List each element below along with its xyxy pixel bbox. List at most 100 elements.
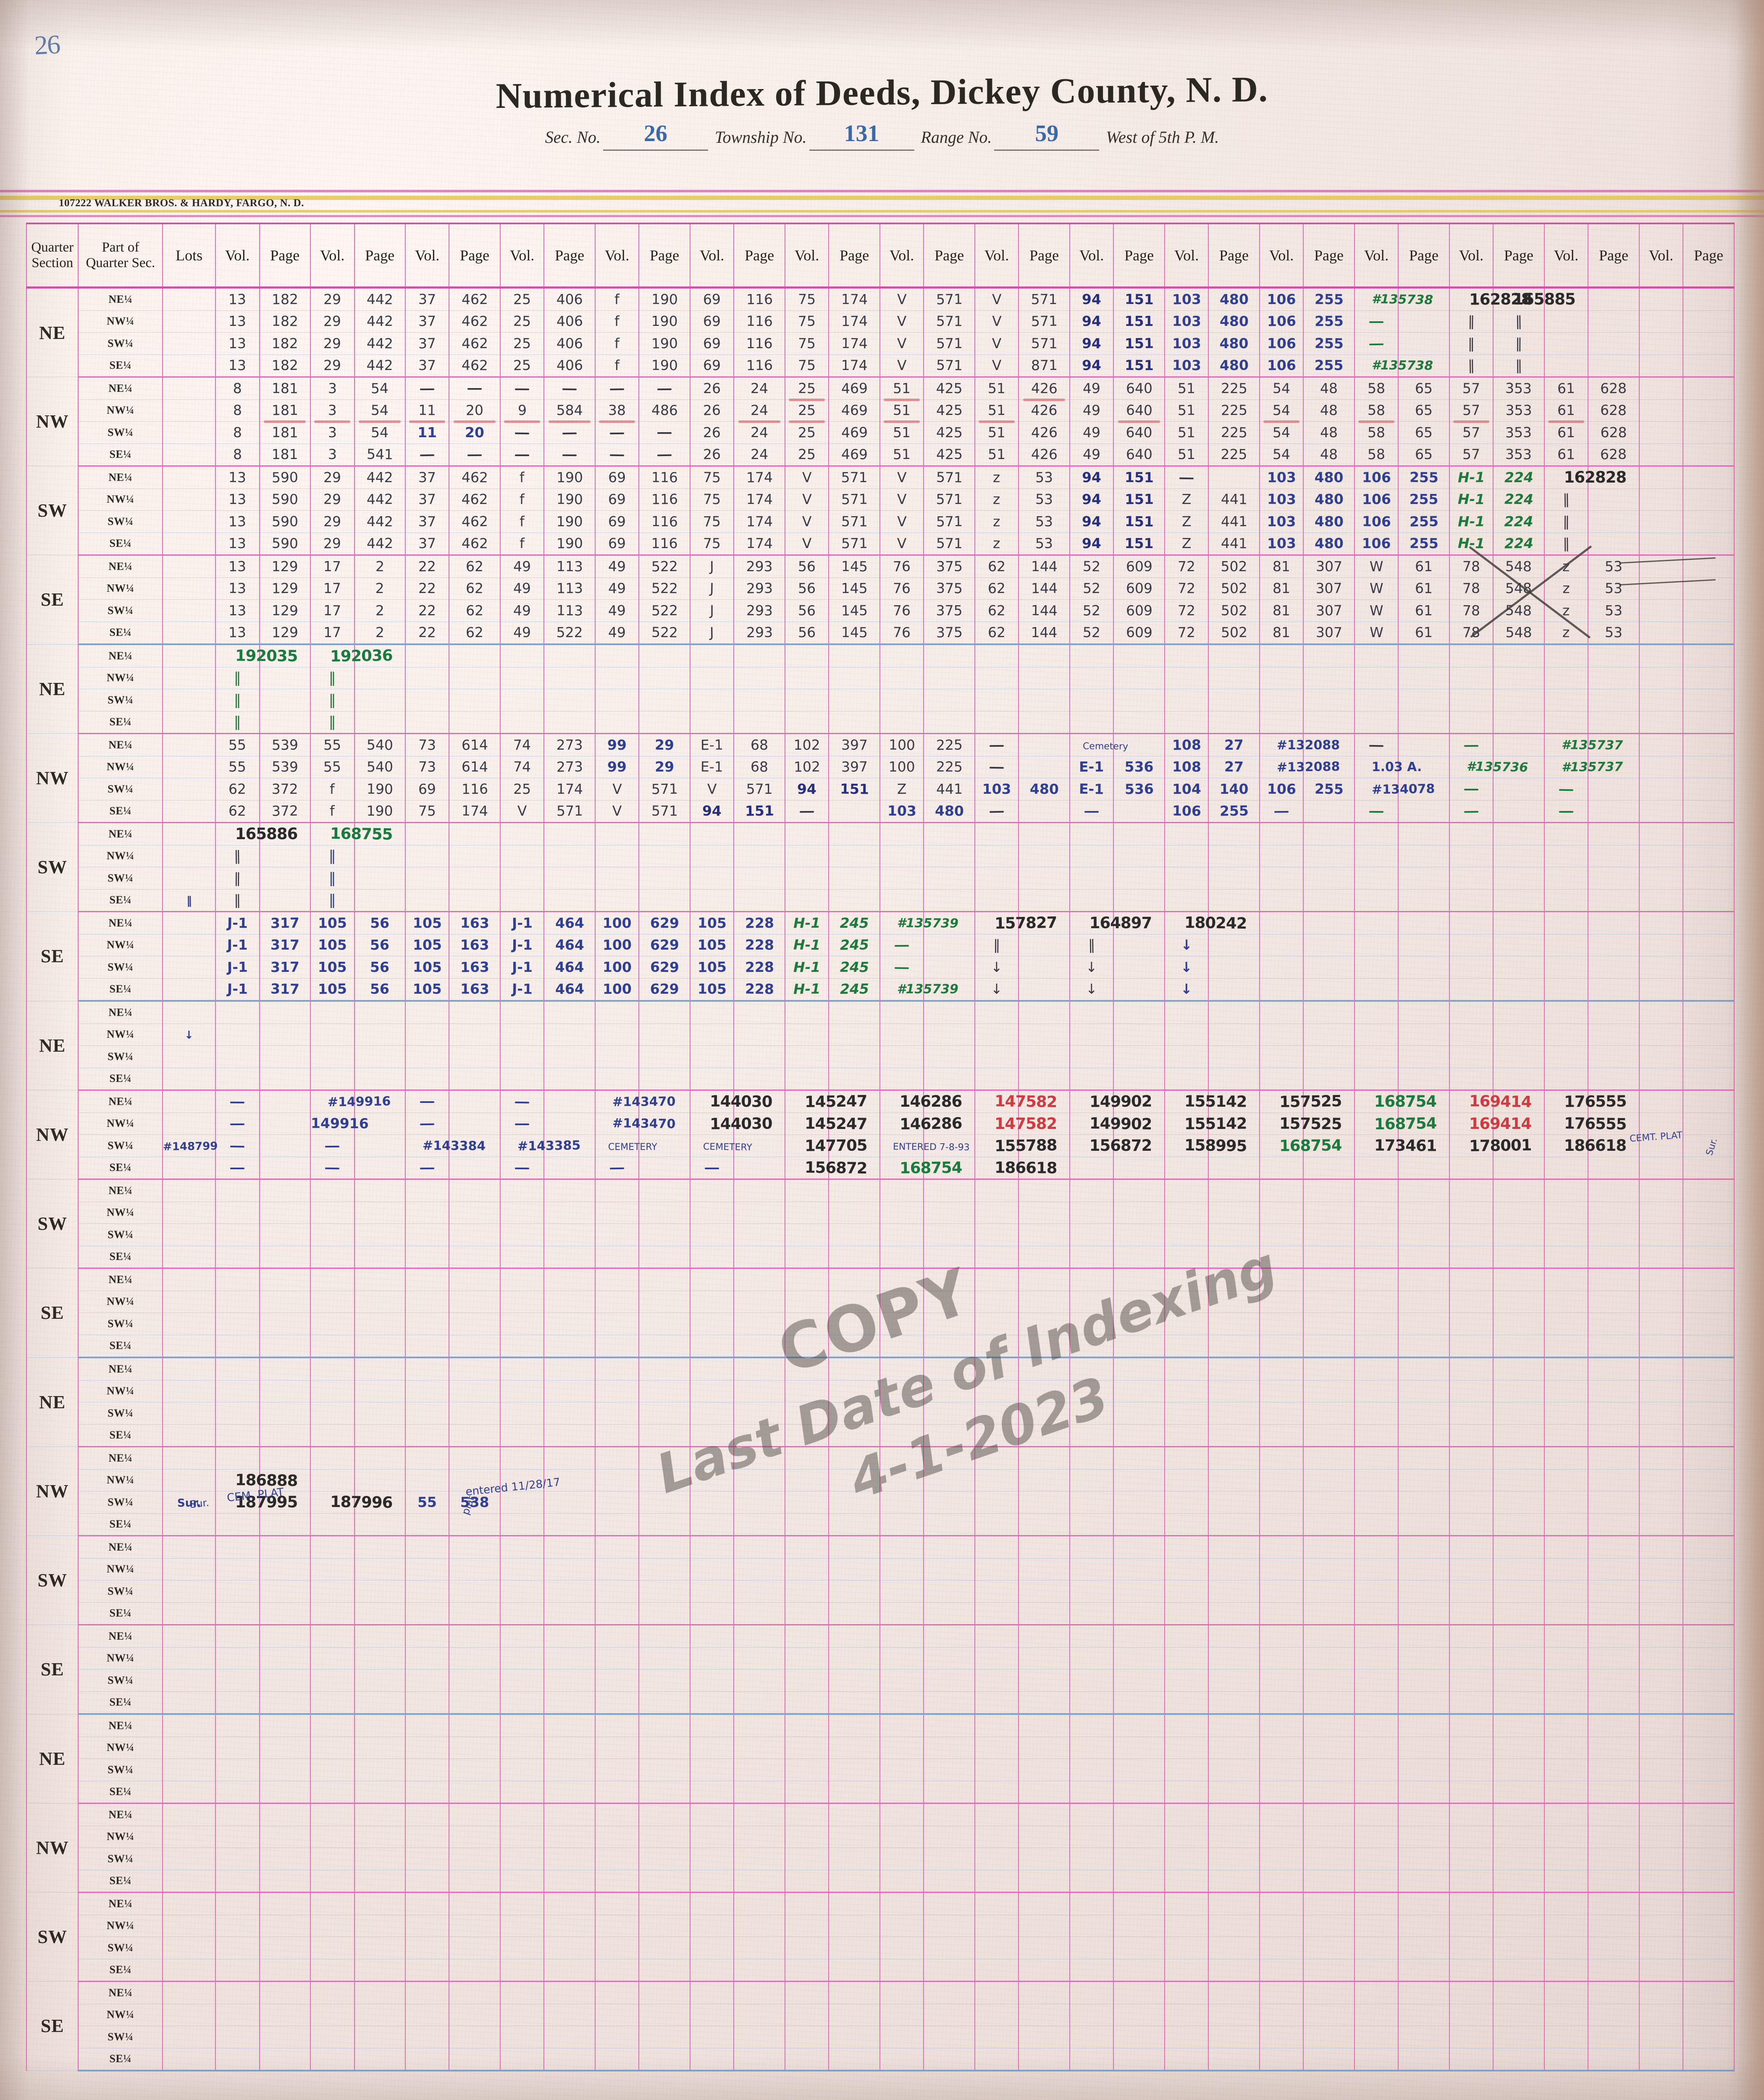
page-cell-12[interactable] bbox=[1303, 845, 1354, 867]
vol-cell-2[interactable] bbox=[310, 1982, 354, 2004]
page-cell-2[interactable] bbox=[354, 1380, 405, 1402]
page-cell-4[interactable]: 113 bbox=[544, 600, 595, 622]
vol-cell-7[interactable]: 75 bbox=[785, 354, 829, 377]
vol-cell-3[interactable]: 37 bbox=[405, 466, 449, 489]
page-cell-13[interactable] bbox=[1398, 1580, 1449, 1603]
vol-cell-6[interactable]: 26 bbox=[690, 377, 734, 400]
lots-cell[interactable] bbox=[163, 1536, 215, 1559]
page-cell-5[interactable] bbox=[639, 1670, 690, 1692]
vol-cell-2[interactable]: 29 bbox=[310, 333, 354, 355]
vol-cell-9[interactable] bbox=[975, 1602, 1019, 1625]
page-cell-13[interactable]: 255 bbox=[1398, 466, 1449, 489]
vol-cell-5[interactable] bbox=[595, 1625, 639, 1648]
lots-cell[interactable] bbox=[163, 1737, 215, 1759]
page-cell-6[interactable] bbox=[734, 1424, 785, 1447]
vol-cell-9[interactable] bbox=[975, 1335, 1019, 1357]
vol-cell-15[interactable] bbox=[1544, 2004, 1588, 2026]
page-cell-15[interactable] bbox=[1588, 1670, 1639, 1692]
page-cell-8[interactable] bbox=[924, 867, 974, 890]
page-cell-2[interactable] bbox=[354, 1714, 405, 1737]
page-cell-6[interactable] bbox=[734, 823, 785, 845]
page-cell-1[interactable] bbox=[260, 1781, 310, 1803]
vol-cell-16[interactable] bbox=[1639, 1202, 1683, 1224]
vol-cell-14[interactable] bbox=[1449, 1224, 1494, 1246]
page-cell-3[interactable] bbox=[449, 1558, 500, 1580]
page-cell-14[interactable] bbox=[1493, 1602, 1544, 1625]
vol-cell-10[interactable]: 94 bbox=[1070, 511, 1114, 533]
lots-cell[interactable] bbox=[163, 422, 215, 444]
vol-cell-2[interactable] bbox=[310, 1513, 354, 1536]
vol-cell-13[interactable]: #134078 bbox=[1354, 778, 1399, 801]
vol-cell-7[interactable]: 56 bbox=[785, 578, 829, 600]
page-cell-5[interactable] bbox=[639, 377, 690, 400]
page-cell-6[interactable] bbox=[734, 1959, 785, 1982]
vol-cell-1[interactable] bbox=[215, 1602, 260, 1625]
vol-cell-12[interactable]: #132088 bbox=[1260, 756, 1304, 778]
vol-cell-5[interactable] bbox=[595, 1714, 639, 1737]
page-cell-16[interactable] bbox=[1683, 1826, 1734, 1848]
page-cell-12[interactable] bbox=[1303, 1602, 1354, 1625]
vol-cell-15[interactable] bbox=[1544, 689, 1588, 711]
vol-cell-3[interactable] bbox=[405, 689, 449, 711]
page-cell-7[interactable] bbox=[829, 689, 879, 711]
vol-cell-13[interactable] bbox=[1354, 1068, 1399, 1090]
vol-cell-1[interactable] bbox=[215, 1224, 260, 1246]
page-cell-8[interactable] bbox=[924, 1714, 974, 1737]
page-cell-16[interactable] bbox=[1683, 1982, 1734, 2004]
page-cell-5[interactable]: 522 bbox=[639, 622, 690, 644]
vol-cell-10[interactable] bbox=[1070, 1759, 1114, 1781]
page-cell-13[interactable]: 61 bbox=[1398, 600, 1449, 622]
page-cell-13[interactable] bbox=[1398, 1068, 1449, 1090]
vol-cell-1[interactable]: 8 bbox=[215, 399, 260, 422]
page-cell-16[interactable] bbox=[1683, 1469, 1734, 1491]
vol-cell-12[interactable] bbox=[1260, 711, 1304, 734]
vol-cell-11[interactable]: Z bbox=[1165, 488, 1209, 511]
vol-cell-4[interactable] bbox=[500, 644, 544, 667]
vol-cell-16[interactable] bbox=[1639, 1357, 1683, 1380]
page-cell-16[interactable] bbox=[1683, 1113, 1734, 1135]
vol-cell-3[interactable] bbox=[405, 1024, 449, 1046]
vol-cell-1[interactable]: 13 bbox=[215, 466, 260, 489]
vol-cell-5[interactable] bbox=[595, 1291, 639, 1313]
vol-cell-10[interactable] bbox=[1070, 1915, 1114, 1937]
page-cell-10[interactable] bbox=[1113, 1046, 1164, 1068]
vol-cell-3[interactable] bbox=[405, 1157, 449, 1179]
vol-cell-13[interactable] bbox=[1354, 934, 1399, 956]
vol-cell-9[interactable]: z bbox=[975, 488, 1019, 511]
page-cell-9[interactable]: 426 bbox=[1018, 422, 1069, 444]
page-cell-5[interactable] bbox=[639, 1402, 690, 1425]
vol-cell-3[interactable] bbox=[405, 1246, 449, 1268]
vol-cell-12[interactable] bbox=[1260, 1246, 1304, 1268]
page-cell-16[interactable] bbox=[1683, 1491, 1734, 1514]
vol-cell-11[interactable] bbox=[1165, 1179, 1209, 1202]
vol-cell-6[interactable] bbox=[690, 689, 734, 711]
page-cell-11[interactable]: 140 bbox=[1208, 778, 1259, 801]
page-cell-3[interactable] bbox=[449, 1915, 500, 1937]
page-cell-1[interactable]: 181 bbox=[260, 444, 310, 466]
page-cell-11[interactable]: 225 bbox=[1208, 444, 1259, 466]
page-cell-11[interactable] bbox=[1208, 845, 1259, 867]
page-cell-13[interactable] bbox=[1398, 1959, 1449, 1982]
vol-cell-1[interactable] bbox=[215, 1246, 260, 1268]
vol-cell-6[interactable]: 69 bbox=[690, 310, 734, 333]
vol-cell-1[interactable]: 192035 bbox=[215, 644, 260, 667]
vol-cell-15[interactable] bbox=[1544, 1424, 1588, 1447]
page-cell-2[interactable] bbox=[354, 1737, 405, 1759]
vol-cell-5[interactable] bbox=[595, 377, 639, 400]
vol-cell-5[interactable] bbox=[595, 1179, 639, 1202]
vol-cell-12[interactable]: 103 bbox=[1260, 511, 1304, 533]
page-cell-13[interactable] bbox=[1398, 1915, 1449, 1937]
page-cell-12[interactable] bbox=[1303, 912, 1354, 934]
vol-cell-13[interactable] bbox=[1354, 1268, 1399, 1291]
vol-cell-1[interactable] bbox=[215, 1915, 260, 1937]
vol-cell-13[interactable] bbox=[1354, 1915, 1399, 1937]
page-cell-7[interactable] bbox=[829, 1625, 879, 1648]
page-cell-3[interactable] bbox=[449, 1759, 500, 1781]
page-cell-7[interactable] bbox=[829, 1001, 879, 1024]
vol-cell-10[interactable] bbox=[1070, 1803, 1114, 1826]
vol-cell-15[interactable] bbox=[1544, 1580, 1588, 1603]
vol-cell-12[interactable] bbox=[1260, 1068, 1304, 1090]
page-cell-6[interactable]: 24 bbox=[734, 399, 785, 422]
vol-cell-1[interactable]: 55 bbox=[215, 734, 260, 756]
page-cell-14[interactable]: 548 bbox=[1493, 578, 1544, 600]
